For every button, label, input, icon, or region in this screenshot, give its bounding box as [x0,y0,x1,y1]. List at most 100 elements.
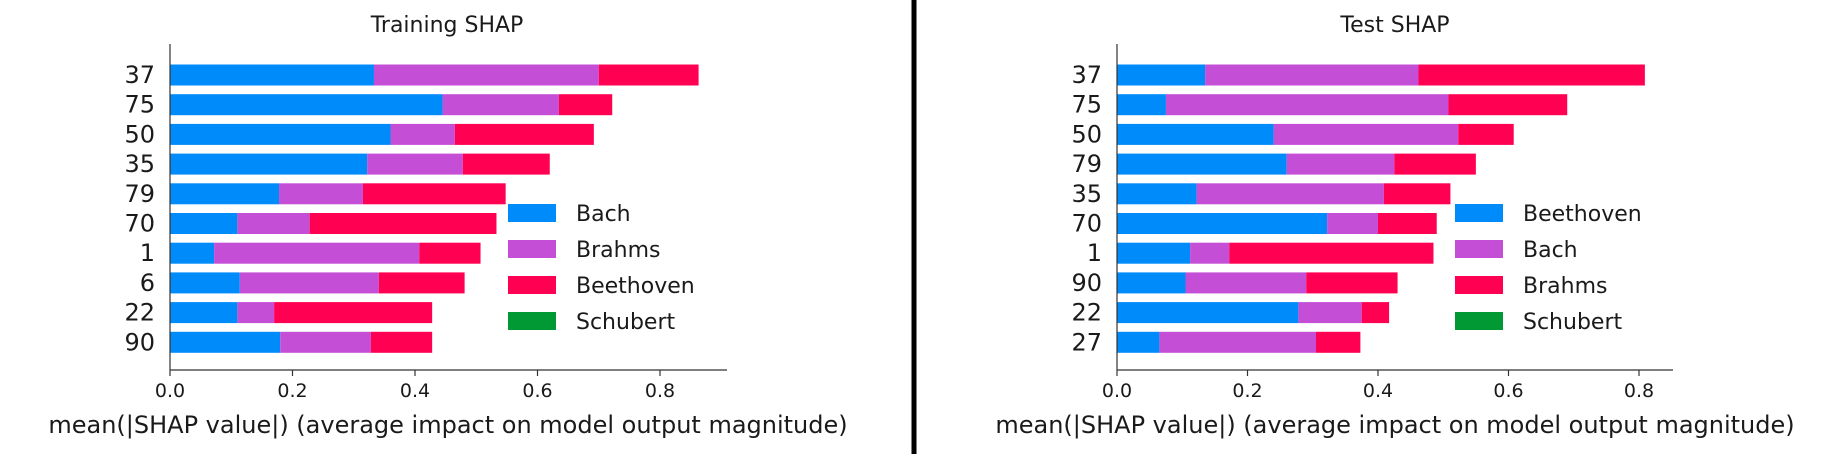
x-tick-label: 0.8 [1624,380,1654,402]
y-tick-label: 35 [124,150,155,178]
bar-segment [237,302,275,324]
legend-swatch [508,312,556,330]
y-tick-label: 79 [1071,150,1102,178]
y-tick-label: 75 [1071,91,1102,119]
bar-segment [462,153,550,175]
chart-title: Training SHAP [370,13,524,38]
x-tick-label: 0.0 [1102,380,1132,402]
legend-label: Brahms [1523,274,1607,299]
legend-label: Beethoven [576,274,695,299]
bar-segment [1286,153,1395,175]
bar-segment [1185,272,1307,294]
y-tick-label: 79 [124,180,155,208]
legend-label: Brahms [576,238,660,263]
bar-segment [214,242,420,264]
y-tick-label: 50 [1071,120,1102,148]
x-tick-label: 0.2 [1232,380,1262,402]
y-tick-label: 37 [124,61,155,89]
y-tick-label: 37 [1071,61,1102,89]
bar-segment [1316,331,1361,353]
chart-title: Test SHAP [1339,13,1449,38]
x-tick-label: 0.4 [400,380,430,402]
legend-swatch [508,240,556,258]
bar-segment [170,331,281,353]
legend-label: Schubert [1523,310,1622,335]
legend-label: Bach [1523,238,1578,263]
y-tick-label: 75 [124,91,155,119]
legend-swatch [508,204,556,222]
legend-swatch [1455,240,1503,258]
bar-segment [1117,331,1160,353]
bar-segment [1165,94,1449,116]
y-tick-label: 27 [1071,328,1102,356]
bar-segment [280,331,371,353]
bar-segment [370,331,433,353]
x-axis-label: mean(|SHAP value|) (average impact on mo… [995,411,1794,439]
bar-segment [1159,331,1317,353]
bar-segment [1448,94,1568,116]
bar-segment [598,64,699,86]
bar-segment [170,302,238,324]
x-tick-label: 0.4 [1363,380,1393,402]
bar-segment [237,213,310,234]
bar-segment [170,272,240,294]
y-tick-label: 70 [1071,210,1102,238]
bar-segment [1190,242,1230,264]
bar-segment [1117,64,1206,86]
bar-segment [279,183,363,205]
y-tick-label: 22 [124,299,155,327]
legend-swatch [1455,276,1503,294]
x-tick-label: 0.2 [277,380,307,402]
bar-segment [1458,123,1514,145]
bar-segment [1117,213,1328,234]
bar-segment [1205,64,1419,86]
y-tick-label: 22 [1071,299,1102,327]
x-tick-label: 0.6 [1493,380,1523,402]
bar-segment [1418,64,1645,86]
y-tick-label: 90 [1071,269,1102,297]
bar-segment [170,153,368,175]
bar-segment [1298,302,1362,324]
bar-segment [1273,123,1459,145]
bar-segment [362,183,506,205]
bar-segment [390,123,455,145]
bar-segment [274,302,433,324]
y-tick-label: 6 [140,269,155,297]
x-tick-label: 0.8 [645,380,675,402]
x-axis-label: mean(|SHAP value|) (average impact on mo… [48,411,847,439]
bar-segment [1117,153,1287,175]
legend-label: Schubert [576,310,675,335]
bar-segment [170,94,443,116]
bar-segment [1196,183,1384,205]
x-tick-label: 0.6 [522,380,552,402]
bar-segment [170,213,238,234]
bar-segment [170,242,215,264]
bar-segment [1117,242,1191,264]
legend-swatch [1455,204,1503,222]
bar-segment [1117,94,1166,116]
bar-segment [378,272,465,294]
bar-segment [373,64,599,86]
bar-segment [419,242,481,264]
bar-segment [1383,183,1451,205]
x-tick-label: 0.0 [155,380,185,402]
bar-segment [1306,272,1398,294]
y-tick-label: 35 [1071,180,1102,208]
bar-segment [1229,242,1434,264]
y-tick-label: 1 [1087,239,1102,267]
bar-segment [239,272,379,294]
bar-segment [442,94,559,116]
bar-segment [1117,123,1274,145]
bar-segment [1394,153,1476,175]
y-tick-label: 50 [124,120,155,148]
bar-segment [367,153,463,175]
bar-segment [309,213,497,234]
legend-label: Bach [576,202,631,227]
legend-swatch [508,276,556,294]
y-tick-label: 90 [124,328,155,356]
bar-segment [170,123,391,145]
bar-segment [1117,183,1197,205]
